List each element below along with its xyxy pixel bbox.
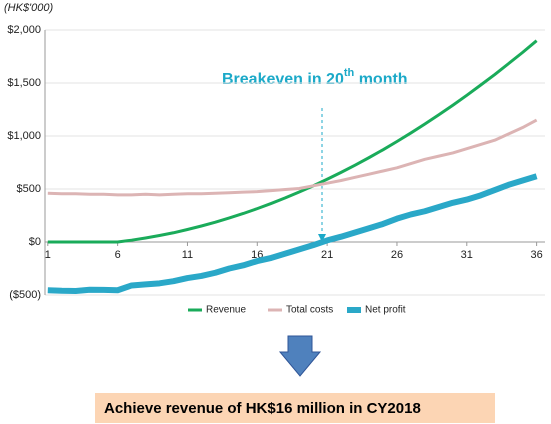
y-tick-label: $500	[17, 183, 41, 195]
annotation-sup: th	[344, 67, 355, 79]
legend-label: Total costs	[286, 305, 333, 316]
down-arrow	[278, 335, 322, 377]
annotation-text: Breakeven in 20	[222, 71, 344, 88]
x-tick-label: 31	[461, 249, 473, 261]
legend-label: Revenue	[206, 305, 246, 316]
annotation-arrow	[318, 234, 326, 242]
annotation-rest: month	[354, 71, 407, 88]
series-line	[47, 173, 538, 294]
y-tick-label: $2,000	[7, 24, 41, 36]
series-line	[47, 118, 538, 197]
conclusion-box	[95, 393, 495, 423]
legend-label: Net profit	[365, 305, 406, 316]
conclusion-text: Achieve revenue of HK$16 million in CY20…	[104, 400, 421, 417]
y-tick-label: $1,000	[7, 130, 41, 142]
y-axis-label: (HK$'000)	[4, 2, 54, 14]
y-tick-label: ($500)	[9, 289, 41, 301]
x-tick-label: 26	[391, 249, 403, 261]
annotation: Breakeven in 20th month	[222, 67, 408, 88]
x-tick-label: 1	[45, 249, 51, 261]
y-tick-label: $1,500	[7, 77, 41, 89]
x-tick-label: 11	[182, 249, 193, 261]
x-tick-label: 6	[115, 249, 121, 261]
x-tick-label: 36	[530, 249, 542, 261]
y-tick-label: $0	[29, 236, 41, 248]
x-tick-label: 21	[321, 249, 333, 261]
series-line	[47, 39, 538, 244]
